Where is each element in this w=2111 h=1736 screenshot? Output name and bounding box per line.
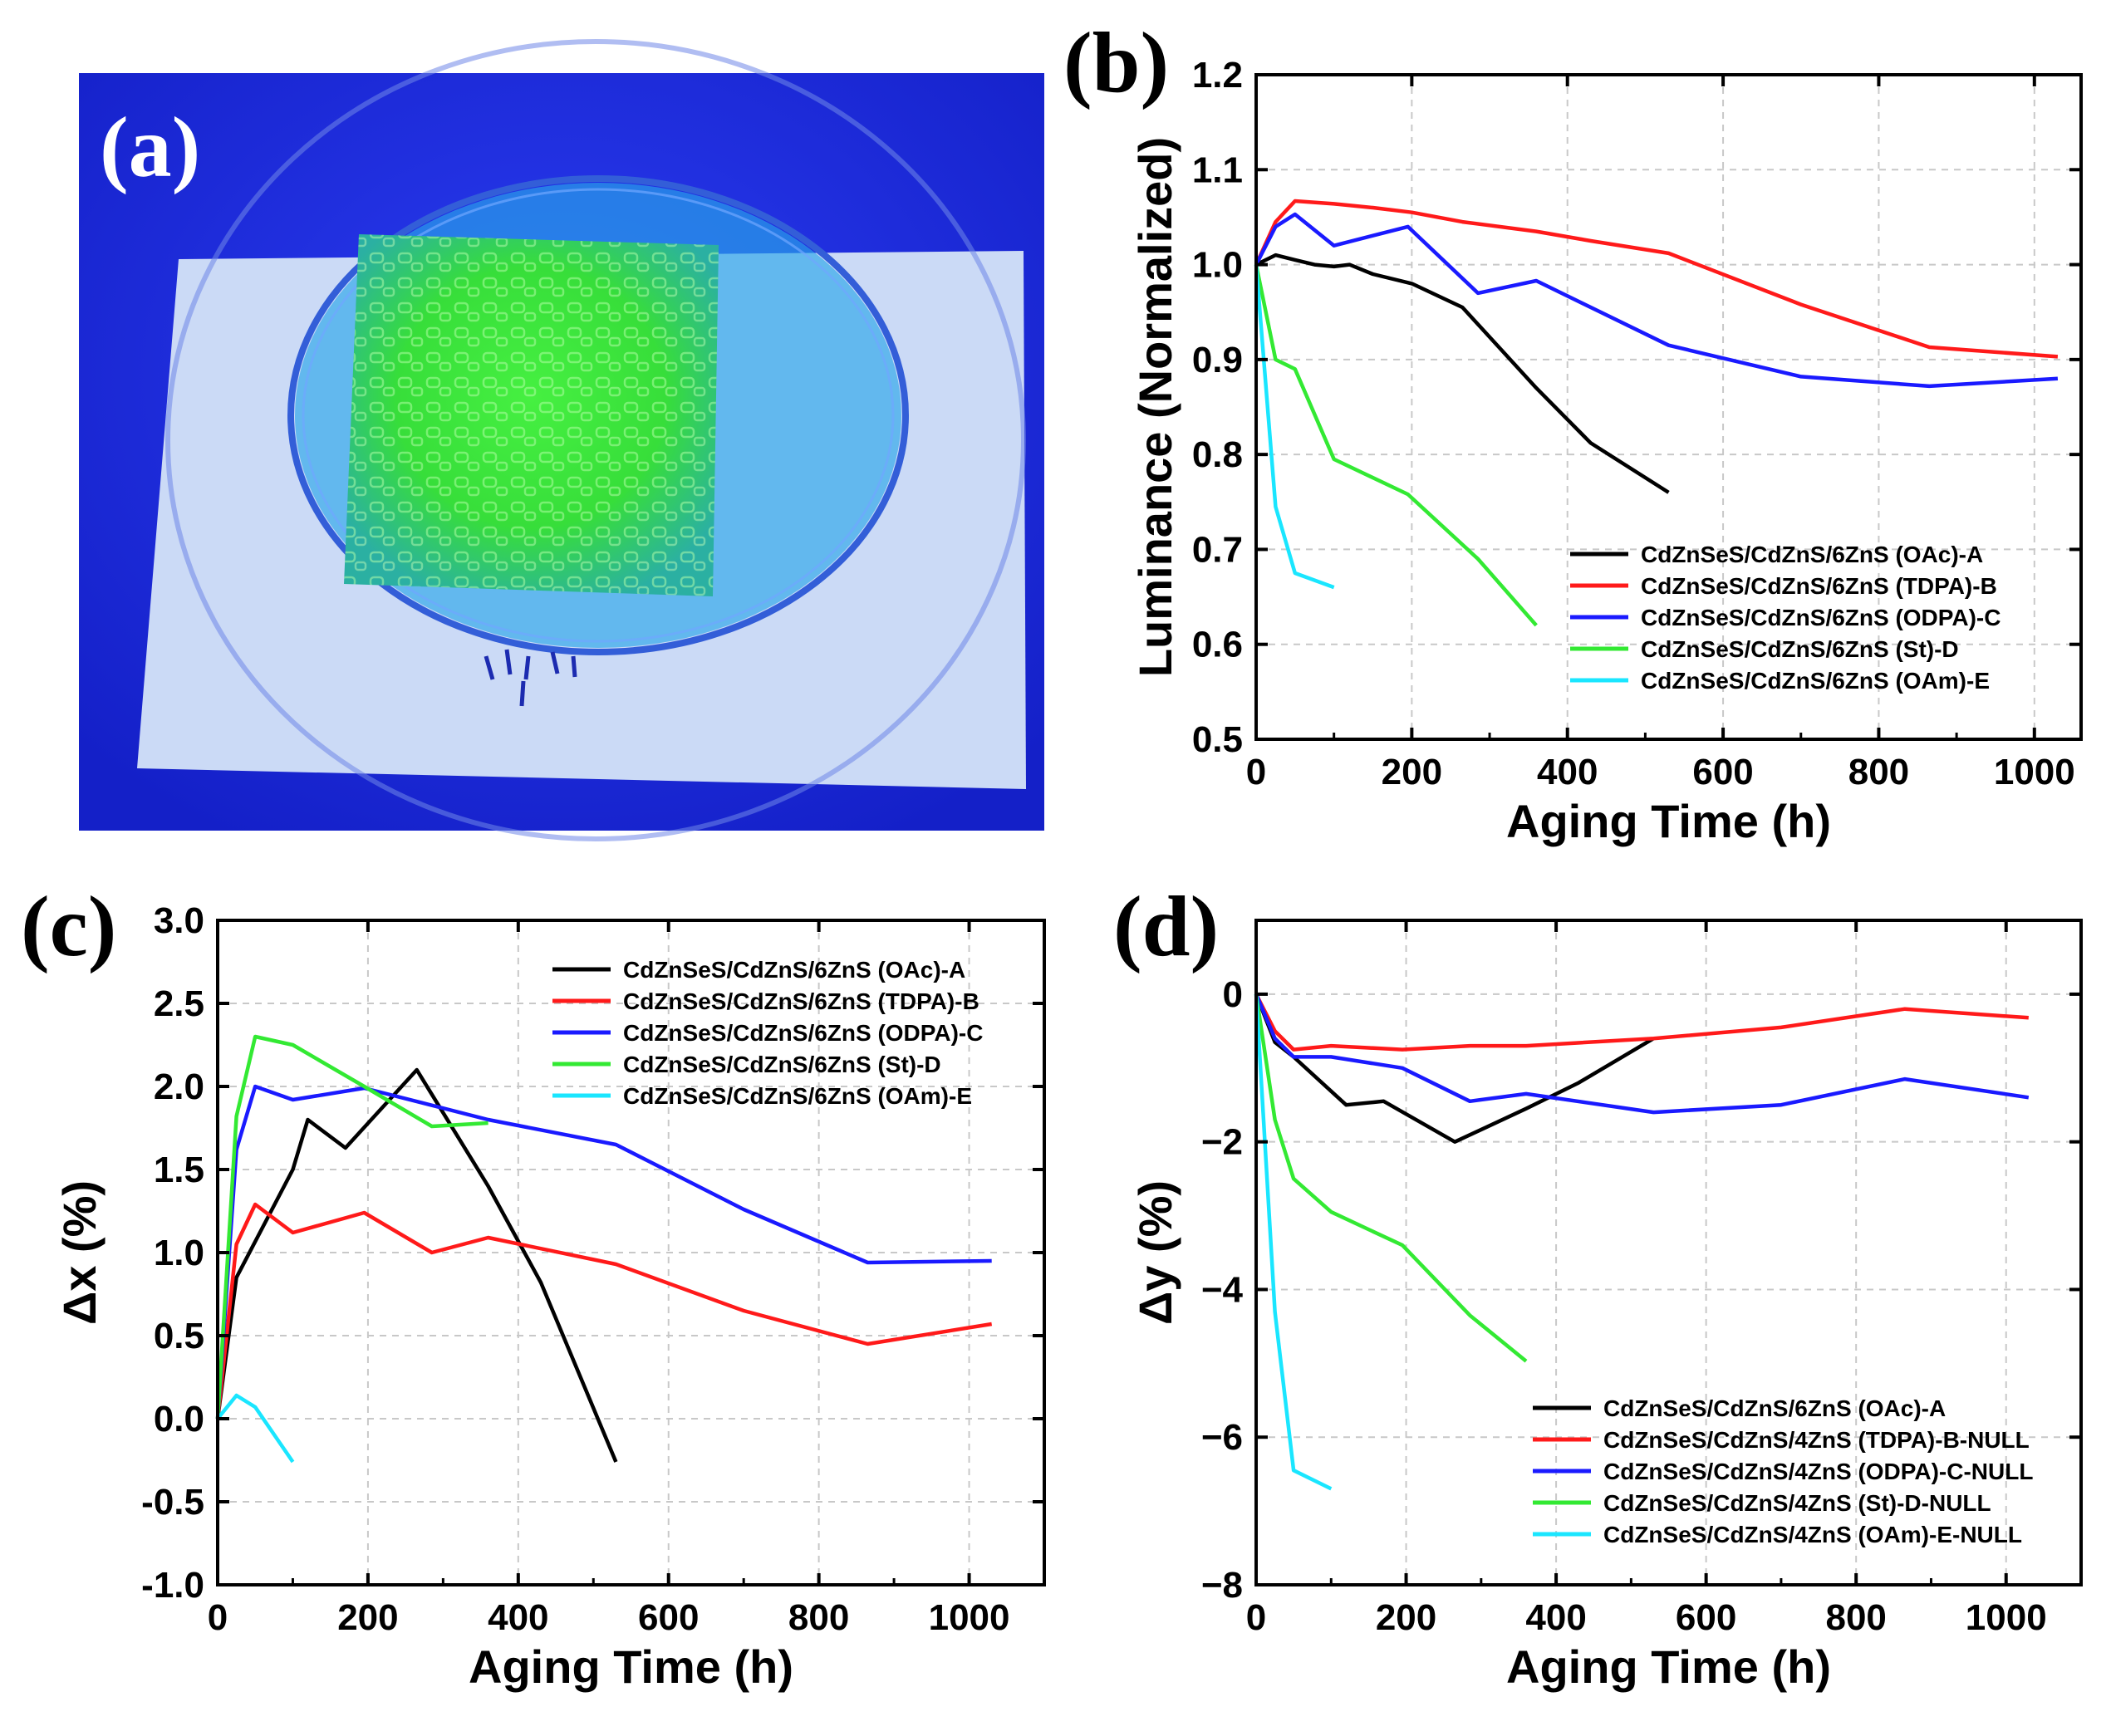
y-tick-label: 1.5 [154,1150,204,1190]
y-tick-label: -0.5 [141,1482,204,1523]
x-tick-label: 200 [1382,752,1442,792]
chart-delta-y: 0 200 400 600 800 1000 −8 −6 −4 −2 0 Aging Time (h)… [1113,879,2083,1693]
y-tick-label: 0.6 [1192,625,1243,665]
y-tick-label: −2 [1201,1122,1243,1163]
x-tick-label: 800 [1825,1597,1886,1638]
y-tick-label: 0.8 [1192,434,1243,475]
series-line-3 [1254,993,2030,1115]
plot-frame [1254,919,2083,1586]
y-tick-label: 0.5 [154,1316,204,1356]
legend-entry: CdZnSeS/CdZnS/6ZnS (St)-D [1641,636,1959,662]
y-tick-label: 3.0 [154,900,204,941]
x-tick-label: 200 [1376,1597,1436,1638]
series-line-5 [1254,993,1333,1491]
x-tick-label: 0 [1246,1597,1266,1638]
legend: CdZnSeS/CdZnS/6ZnS (OAc)-A CdZnSeS/CdZnS/… [1533,1395,2033,1547]
x-axis-label: Aging Time (h) [469,1640,793,1693]
legend-entry: CdZnSeS/CdZnS/4ZnS (ODPA)-C-NULL [1603,1459,2033,1484]
y-tick-label: 1.2 [1192,55,1243,96]
inner-dish-rim [287,175,909,655]
dropped-beads [484,649,577,707]
inner-dish-rim-2 [302,188,895,643]
series-line-5 [216,1393,295,1464]
legend-entry: CdZnSeS/CdZnS/6ZnS (OAc)-A [1603,1395,1946,1421]
x-tick-label: 800 [788,1597,849,1638]
x-axis-label: Aging Time (h) [1506,795,1831,847]
series-line-4 [215,1034,488,1420]
x-tick-label: 400 [1537,752,1598,792]
y-tick-label: 2.5 [154,983,204,1024]
x-tick-label: 0 [208,1597,228,1638]
chart-luminance: 0 200 400 600 800 1000 0.5 0.6 0.7 0.8 0.9 1.0 1.1 1.… [1063,15,2083,847]
series-line-3 [1254,212,2059,389]
legend: CdZnSeS/CdZnS/6ZnS (OAc)-A CdZnSeS/CdZnS/… [1570,542,2001,694]
y-axis-label: Luminance (Normalized) [1129,137,1181,677]
legend-entry: CdZnSeS/CdZnS/6ZnS (ODPA)-C [623,1020,983,1046]
series-line-1 [215,1067,618,1463]
series-line-5 [1254,264,1335,590]
x-tick-label: 400 [488,1597,548,1638]
y-tick-label: −8 [1201,1565,1243,1606]
y-tick-label: 1.1 [1192,150,1243,190]
y-tick-label: 2.0 [154,1067,204,1107]
y-tick-label: 0.9 [1192,340,1243,380]
y-tick-label: 0.7 [1192,529,1243,570]
y-tick-label: 1.0 [1192,245,1243,286]
y-tick-label: −6 [1201,1417,1243,1458]
x-tick-label: 800 [1848,752,1909,792]
panel-label-a: (a) [100,100,200,195]
series-line-4 [1254,993,1528,1363]
legend: CdZnSeS/CdZnS/6ZnS (OAc)-A CdZnSeS/CdZnS/… [552,957,983,1109]
legend-entry: CdZnSeS/CdZnS/4ZnS (St)-D-NULL [1603,1490,1991,1516]
legend-entry: CdZnSeS/CdZnS/4ZnS (OAm)-E-NULL [1603,1522,2022,1547]
x-tick-label: 600 [1692,752,1753,792]
series-line-4 [1254,264,1538,627]
x-axis-label: Aging Time (h) [1506,1640,1831,1693]
series-line-2 [215,1202,993,1420]
x-tick-label: 0 [1246,752,1266,792]
legend-entry: CdZnSeS/CdZnS/6ZnS (St)-D [623,1052,941,1077]
legend-entry: CdZnSeS/CdZnS/6ZnS (TDPA)-B [623,988,979,1014]
series-line-1 [1254,993,1655,1144]
x-tick-label: 1000 [1994,752,2075,792]
y-tick-label: 0.5 [1192,719,1243,760]
legend-entry: CdZnSeS/CdZnS/6ZnS (TDPA)-B [1641,573,1997,599]
legend-entry: CdZnSeS/CdZnS/6ZnS (OAm)-E [1641,668,1990,694]
y-tick-label: 0.0 [154,1399,204,1439]
photo-panel: (a) [79,39,1044,841]
x-tick-label: 200 [337,1597,398,1638]
series-line-2 [1254,993,2029,1052]
panel-label-d: (d) [1113,879,1219,974]
outer-dish-ring [165,39,1026,841]
panel-label-b: (b) [1063,15,1169,110]
y-tick-label: 1.0 [154,1233,204,1273]
plot-frame [1254,73,2083,741]
y-tick-label: 0 [1223,974,1243,1015]
panel-label-c: (c) [21,879,116,974]
series-line-3 [215,1084,992,1420]
series-line-2 [1254,199,2059,359]
y-axis-label: Δx (%) [53,1180,106,1325]
legend-entry: CdZnSeS/CdZnS/6ZnS (OAc)-A [623,957,965,983]
legend-entry: CdZnSeS/CdZnS/6ZnS (OAm)-E [623,1083,972,1109]
legend-entry: CdZnSeS/CdZnS/6ZnS (OAc)-A [1641,542,1983,567]
qd-film-texture [344,234,719,596]
y-axis-label: Δy (%) [1129,1180,1181,1325]
x-tick-label: 600 [1676,1597,1736,1638]
x-tick-label: 400 [1525,1597,1586,1638]
y-tick-label: −4 [1201,1269,1244,1310]
x-tick-label: 600 [638,1597,699,1638]
x-tick-label: 1000 [929,1597,1010,1638]
y-tick-label: -1.0 [141,1565,204,1606]
chart-delta-x: 0 200 400 600 800 1000 -1.0 -0.5 0.0 0.5 1.0 1.5 2.0… [21,879,1046,1693]
series-line-1 [1255,253,1670,494]
x-tick-label: 1000 [1966,1597,2047,1638]
legend-entry: CdZnSeS/CdZnS/4ZnS (TDPA)-B-NULL [1603,1427,2030,1453]
legend-entry: CdZnSeS/CdZnS/6ZnS (ODPA)-C [1641,605,2001,630]
